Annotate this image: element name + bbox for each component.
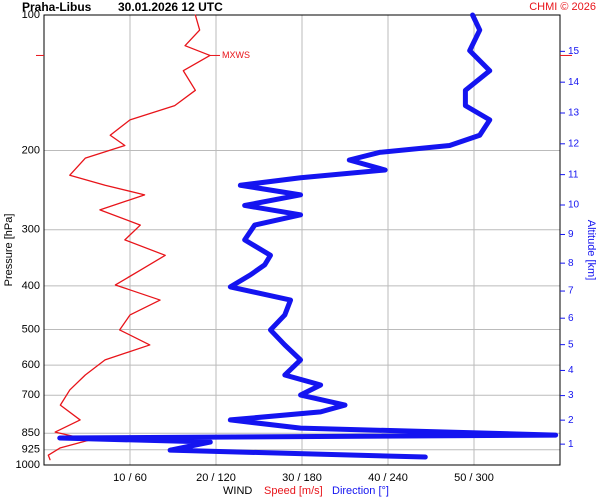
y2-tick-label: 11 <box>568 169 579 180</box>
y2-axis-label: Altitude [km] <box>585 220 597 281</box>
x-tick-label: 50 / 300 <box>454 472 494 484</box>
y2-tick-label: 2 <box>568 415 574 426</box>
y2-tick-label: 7 <box>568 286 574 297</box>
x-axis-label: WIND <box>223 485 252 497</box>
y-axis-label: Pressure [hPa] <box>3 214 15 287</box>
y2-tick-label: 12 <box>568 138 580 149</box>
y2-tick-label: 6 <box>568 313 574 324</box>
y-tick-label: 600 <box>22 359 40 371</box>
y-tick-label: 1000 <box>16 459 40 471</box>
y-tick-label: 700 <box>22 389 40 401</box>
y2-tick-label: 5 <box>568 339 574 350</box>
plot-frame <box>43 14 561 466</box>
y2-tick-label: 10 <box>568 200 580 211</box>
x-tick-label: 20 / 120 <box>196 472 236 484</box>
y-tick-label: 100 <box>22 9 40 21</box>
y2-tick-label: 15 <box>568 46 580 57</box>
x-tick-label: 40 / 240 <box>368 472 408 484</box>
y2-tick-label: 9 <box>568 229 574 240</box>
legend-speed: Speed [m/s] <box>264 485 323 497</box>
y2-tick-label: 13 <box>568 108 580 119</box>
y-tick-label: 200 <box>22 144 40 156</box>
y2-tick-label: 8 <box>568 258 574 269</box>
y-tick-label: 300 <box>22 224 40 236</box>
legend-direction: Direction [°] <box>332 485 389 497</box>
chart-subtitle: 30.01.2026 12 UTC <box>118 0 223 14</box>
speed-line <box>47 14 211 461</box>
y2-tick-label: 4 <box>568 365 574 376</box>
y2-tick-label: 1 <box>568 439 574 450</box>
mxws-label: MXWS <box>222 50 250 60</box>
x-tick-label: 30 / 180 <box>282 472 322 484</box>
y2-tick-label: 3 <box>568 390 574 401</box>
chart-title: Praha-Libus <box>22 0 92 14</box>
y-tick-label: 400 <box>22 280 40 292</box>
y-tick-label: 500 <box>22 323 40 335</box>
x-tick-label: 10 / 60 <box>113 472 147 484</box>
y-tick-label: 850 <box>22 427 40 439</box>
credit: CHMI © 2026 <box>529 1 596 13</box>
y-tick-label: 925 <box>22 444 40 456</box>
y2-tick-label: 14 <box>568 77 580 88</box>
direction-line <box>57 12 559 460</box>
